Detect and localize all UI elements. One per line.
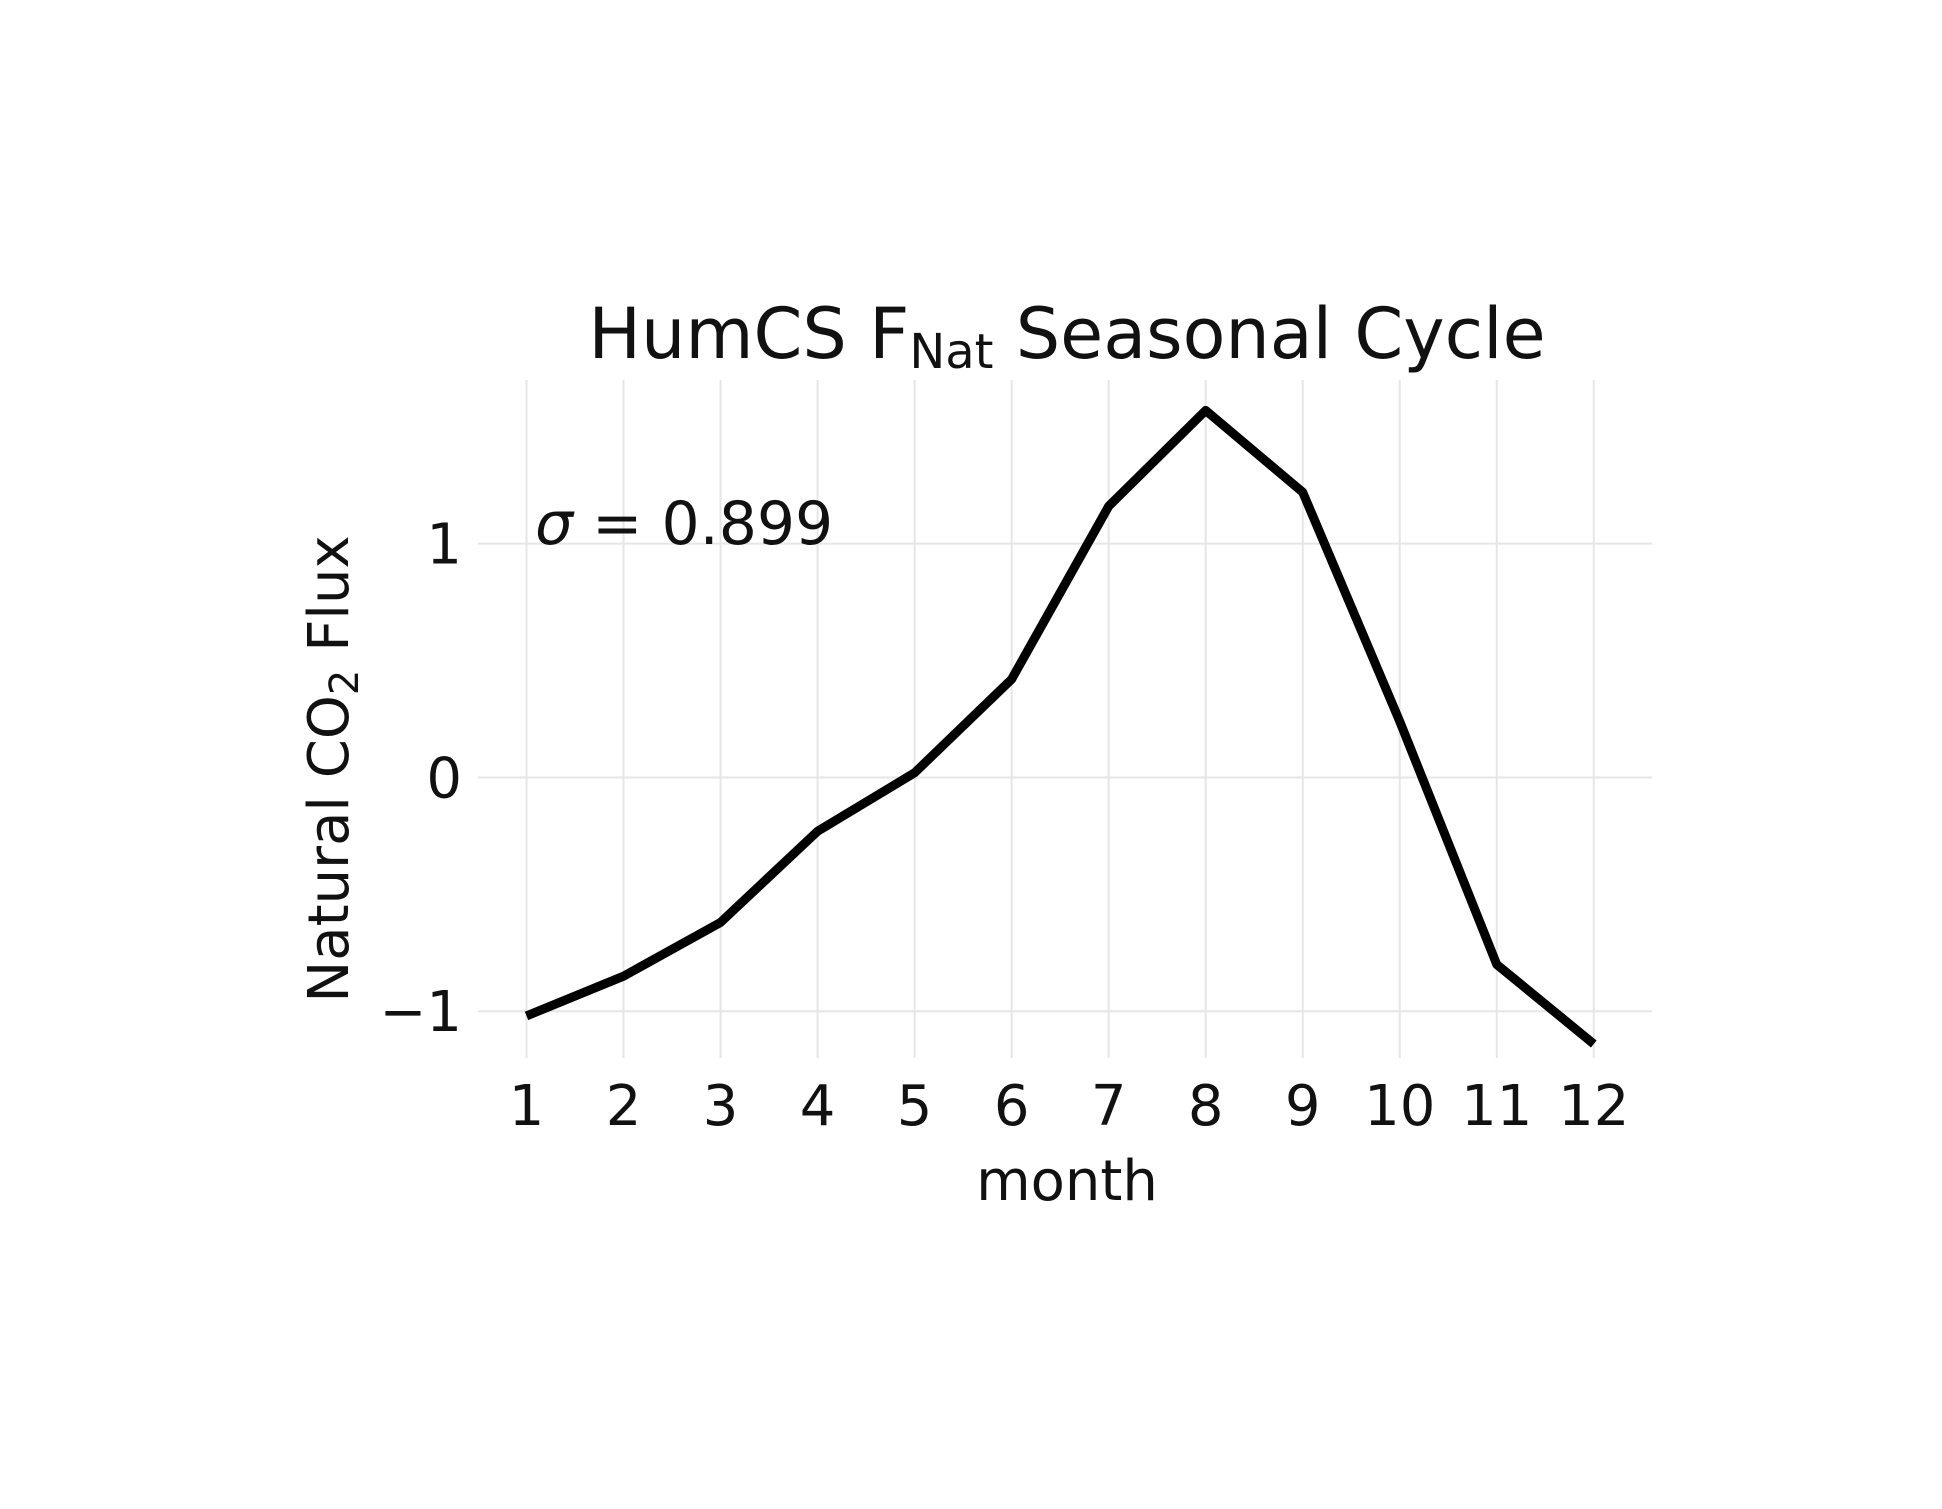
x-tick-label: 3 xyxy=(703,1074,739,1139)
chart-title: HumCS FNat Seasonal Cycle xyxy=(588,293,1545,380)
y-tick-label: 0 xyxy=(426,746,462,811)
x-tick-label: 12 xyxy=(1558,1074,1629,1139)
x-tick-label: 4 xyxy=(800,1074,836,1139)
x-tick-label: 7 xyxy=(1091,1074,1127,1139)
x-axis-label: month xyxy=(976,1149,1158,1214)
grid xyxy=(478,380,1652,1058)
y-tick-label: 1 xyxy=(426,513,462,578)
series-layer xyxy=(524,405,1597,1048)
x-tick-label: 11 xyxy=(1461,1074,1532,1139)
x-tick-label: 5 xyxy=(897,1074,933,1139)
x-tick-label: 10 xyxy=(1364,1074,1435,1139)
x-tick-label: 9 xyxy=(1285,1074,1321,1139)
chart-title-subscript: Nat xyxy=(909,324,993,380)
tick-labels: 1 2 3 4 5 6 7 8 9 10 11 12−101 xyxy=(379,513,1629,1139)
x-tick-label: 1 xyxy=(509,1074,545,1139)
x-tick-label: 8 xyxy=(1188,1074,1224,1139)
y-tick-label: −1 xyxy=(379,980,462,1045)
y-axis-label-subscript: 2 xyxy=(322,670,368,695)
series-line xyxy=(524,405,1597,1048)
x-tick-label: 2 xyxy=(606,1074,642,1139)
sigma-annotation: σ = 0.899 xyxy=(535,489,833,559)
sigma-symbol: σ xyxy=(535,489,575,559)
x-tick-label: 6 xyxy=(994,1074,1030,1139)
y-axis-label: Natural CO2 Flux xyxy=(297,535,368,1002)
